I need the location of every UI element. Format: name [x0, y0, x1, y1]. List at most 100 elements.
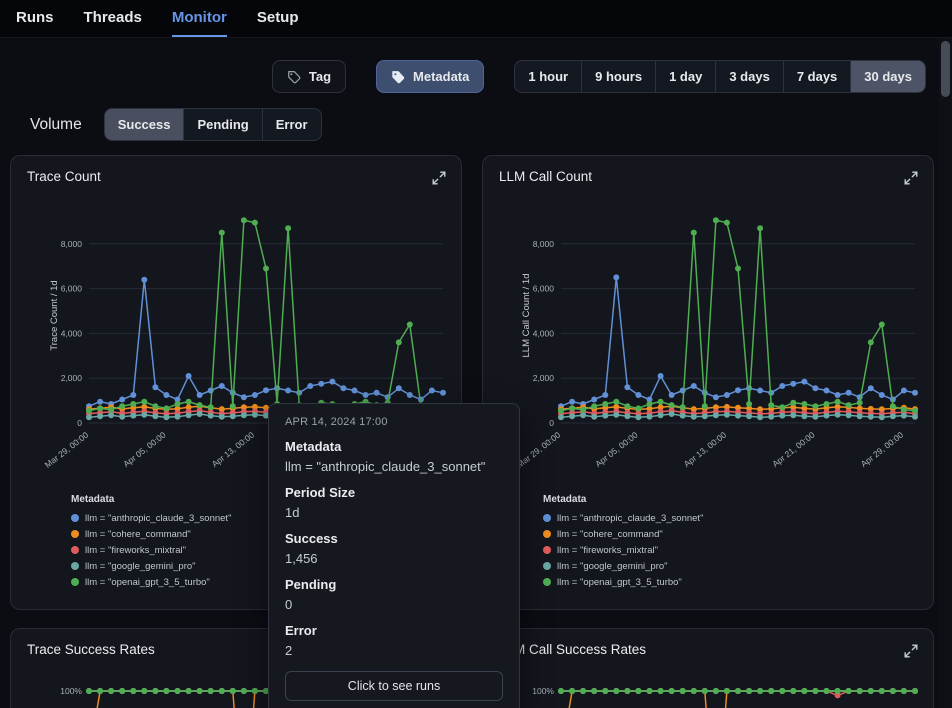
nav-tab-threads[interactable]: Threads — [83, 9, 142, 26]
time-range-1-day[interactable]: 1 day — [655, 61, 715, 92]
tooltip-pending-label: Pending — [285, 577, 337, 592]
trace-count-legend: Metadata llm = "anthropic_claude_3_sonnet… — [71, 494, 231, 590]
svg-text:2,000: 2,000 — [533, 373, 555, 383]
legend-title: Metadata — [543, 494, 587, 505]
tooltip-error-label: Error — [285, 623, 317, 638]
legend-item[interactable]: llm = "anthropic_claude_3_sonnet" — [543, 510, 703, 526]
svg-text:4,000: 4,000 — [533, 328, 555, 338]
expand-icon — [432, 171, 446, 185]
llm-call-count-chart[interactable]: 0 2,000 4,000 6,000 8,000 Mar 29, 00:00 Apr 05… — [483, 192, 935, 497]
svg-text:LLM Call Count / 1d: LLM Call Count / 1d — [521, 274, 532, 358]
expand-icon — [904, 171, 918, 185]
legend-item[interactable]: llm = "fireworks_mixtral" — [543, 542, 703, 558]
svg-text:0: 0 — [549, 418, 554, 428]
legend-label: llm = "openai_gpt_3_5_turbo" — [85, 576, 210, 588]
tooltip-date: APR 14, 2024 17:00 — [285, 416, 388, 428]
legend-item[interactable]: llm = "openai_gpt_3_5_turbo" — [543, 574, 703, 590]
legend-color-dot — [71, 546, 79, 554]
svg-text:0: 0 — [77, 418, 82, 428]
svg-text:Apr 05, 00:00: Apr 05, 00:00 — [593, 430, 640, 469]
see-runs-button[interactable]: Click to see runs — [285, 671, 503, 701]
svg-text:100%: 100% — [532, 686, 554, 696]
tooltip-period-size-label: Period Size — [285, 485, 356, 500]
svg-text:Apr 21, 00:00: Apr 21, 00:00 — [770, 430, 817, 469]
time-range-3-days[interactable]: 3 days — [715, 61, 782, 92]
time-range-1-hour[interactable]: 1 hour — [515, 61, 581, 92]
volume-label: Volume — [30, 115, 82, 133]
legend-title: Metadata — [71, 494, 115, 505]
svg-text:100%: 100% — [60, 686, 82, 696]
time-range-group: 1 hour 9 hours 1 day 3 days 7 days 30 da… — [514, 60, 926, 93]
llm-call-count-card: LLM Call Count 0 2,000 4,000 6,000 8,000 Mar … — [482, 155, 934, 610]
legend-label: llm = "anthropic_claude_3_sonnet" — [557, 512, 704, 524]
tag-filter-label: Tag — [308, 69, 332, 84]
time-range-7-days[interactable]: 7 days — [782, 61, 850, 92]
llm-call-success-rates-card: LLM Call Success Rates 100% — [482, 628, 934, 708]
expand-button[interactable] — [899, 166, 923, 190]
time-range-9-hours[interactable]: 9 hours — [581, 61, 655, 92]
legend-color-dot — [71, 514, 79, 522]
svg-text:6,000: 6,000 — [61, 284, 83, 294]
tag-icon — [287, 70, 301, 84]
nav-tab-monitor[interactable]: Monitor — [171, 0, 227, 37]
legend-item[interactable]: llm = "google_gemini_pro" — [543, 558, 703, 574]
filter-bar: Tag Metadata 1 hour 9 hours 1 day 3 days… — [0, 60, 926, 93]
legend-color-dot — [543, 578, 551, 586]
legend-item[interactable]: llm = "openai_gpt_3_5_turbo" — [71, 574, 231, 590]
volume-tab-success[interactable]: Success — [104, 109, 184, 140]
tooltip-success-value: 1,456 — [285, 551, 318, 566]
llm-call-success-rates-chart[interactable]: 100% — [483, 665, 935, 708]
legend-item[interactable]: llm = "cohere_command" — [543, 526, 703, 542]
nav-tab-setup[interactable]: Setup — [256, 9, 299, 26]
legend-label: llm = "fireworks_mixtral" — [557, 544, 658, 556]
llm-call-success-rates-title: LLM Call Success Rates — [499, 642, 647, 657]
legend-color-dot — [543, 562, 551, 570]
volume-status-tabs: Success Pending Error — [103, 108, 322, 141]
llm-call-count-title: LLM Call Count — [499, 169, 593, 184]
expand-button[interactable] — [427, 166, 451, 190]
legend-label: llm = "cohere_command" — [85, 528, 191, 540]
svg-text:Trace Count / 1d: Trace Count / 1d — [49, 280, 60, 350]
svg-text:8,000: 8,000 — [61, 239, 83, 249]
trace-count-title: Trace Count — [27, 169, 101, 184]
scrollbar-track[interactable] — [939, 38, 952, 708]
chart-canvas[interactable]: 0 2,000 4,000 6,000 8,000 Mar 29, 00:00 Apr 05… — [483, 192, 935, 492]
tooltip-metadata-label: Metadata — [285, 439, 342, 454]
metadata-filter-label: Metadata — [413, 69, 470, 84]
svg-text:Apr 13, 00:00: Apr 13, 00:00 — [210, 430, 257, 469]
expand-button[interactable] — [899, 639, 923, 663]
tooltip-error-value: 2 — [285, 643, 293, 658]
top-nav: Runs Threads Monitor Setup — [0, 0, 952, 38]
legend-color-dot — [71, 562, 79, 570]
legend-color-dot — [543, 514, 551, 522]
svg-text:2,000: 2,000 — [61, 373, 83, 383]
svg-text:Apr 29, 00:00: Apr 29, 00:00 — [859, 430, 906, 469]
volume-tab-error[interactable]: Error — [261, 109, 321, 140]
svg-text:Mar 29, 00:00: Mar 29, 00:00 — [43, 430, 91, 470]
chart-tooltip: APR 14, 2024 17:00 Metadata llm = "anthr… — [268, 403, 520, 708]
volume-section-header: Volume Success Pending Error — [30, 108, 322, 141]
tooltip-period-size-value: 1d — [285, 505, 300, 520]
legend-color-dot — [71, 530, 79, 538]
legend-color-dot — [543, 546, 551, 554]
time-range-30-days[interactable]: 30 days — [850, 61, 925, 92]
volume-tab-pending[interactable]: Pending — [183, 109, 261, 140]
chart-canvas[interactable]: 100% — [483, 665, 935, 708]
scrollbar-thumb[interactable] — [941, 41, 950, 97]
trace-success-rates-title: Trace Success Rates — [27, 642, 155, 657]
legend-item[interactable]: llm = "fireworks_mixtral" — [71, 542, 231, 558]
legend-item[interactable]: llm = "cohere_command" — [71, 526, 231, 542]
legend-label: llm = "fireworks_mixtral" — [85, 544, 186, 556]
metadata-filter-button[interactable]: Metadata — [376, 60, 485, 93]
svg-text:Mar 29, 00:00: Mar 29, 00:00 — [515, 430, 563, 470]
legend-label: llm = "openai_gpt_3_5_turbo" — [557, 576, 682, 588]
svg-text:4,000: 4,000 — [61, 328, 83, 338]
trace-count-card: Trace Count 0 2,000 4,000 6,000 8,000 Mar 29,… — [10, 155, 462, 610]
tooltip-success-label: Success — [285, 531, 338, 546]
legend-item[interactable]: llm = "google_gemini_pro" — [71, 558, 231, 574]
legend-item[interactable]: llm = "anthropic_claude_3_sonnet" — [71, 510, 231, 526]
tag-filter-button[interactable]: Tag — [271, 60, 347, 93]
nav-tab-runs[interactable]: Runs — [16, 9, 54, 26]
tooltip-pending-value: 0 — [285, 597, 293, 612]
